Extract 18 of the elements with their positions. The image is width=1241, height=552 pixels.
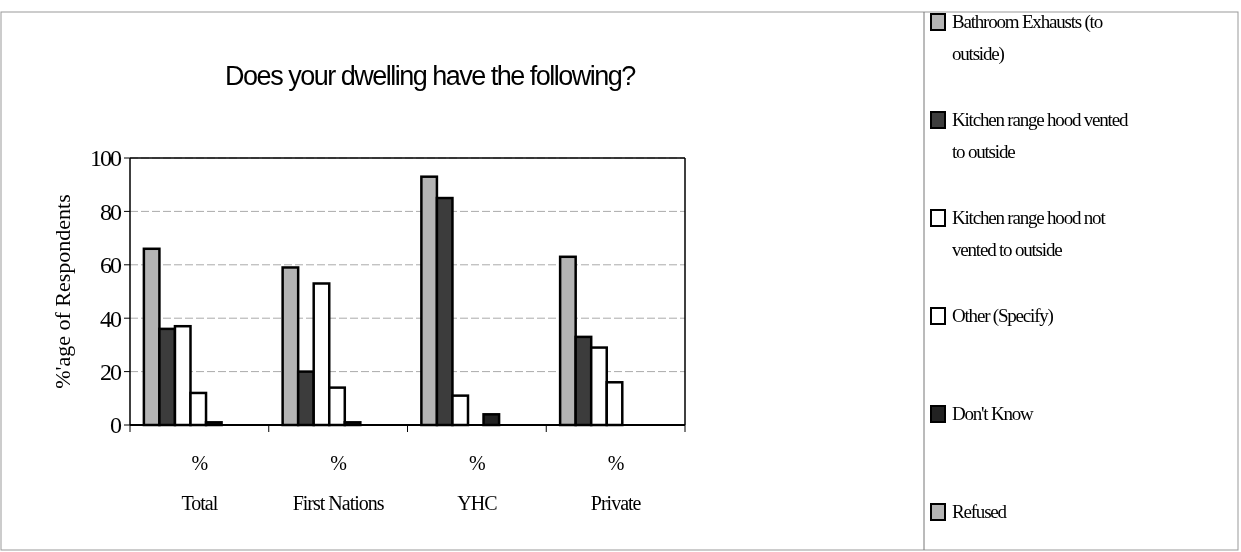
legend-label: Other (Specify) (952, 305, 1054, 327)
x-tick-label: % Total (181, 452, 219, 514)
y-tick-label: 20 (100, 359, 122, 385)
y-tick-label: 40 (100, 305, 122, 332)
legend-label: Don't Know (952, 403, 1035, 424)
y-tick-label: 0 (110, 412, 122, 439)
legend-label: Bathroom Exhausts (to outside) (952, 11, 1103, 65)
y-axis-title: %'age of Respondents (50, 194, 75, 389)
y-tick-label: 60 (100, 252, 122, 279)
y-tick-label: 80 (100, 198, 122, 225)
x-tick-label: % First Nations (292, 452, 385, 514)
x-tick-label: % Private (590, 452, 642, 514)
x-tick-label: % YHC (457, 452, 498, 514)
legend-label: Refused (952, 501, 1008, 522)
legend-label: Kitchen range hood vented to outside (952, 109, 1129, 162)
y-tick-label: 100 (90, 145, 122, 172)
legend-label: Kitchen range hood not vented to outside (952, 207, 1107, 260)
chart-title: Does your dwelling have the following? (225, 61, 637, 91)
